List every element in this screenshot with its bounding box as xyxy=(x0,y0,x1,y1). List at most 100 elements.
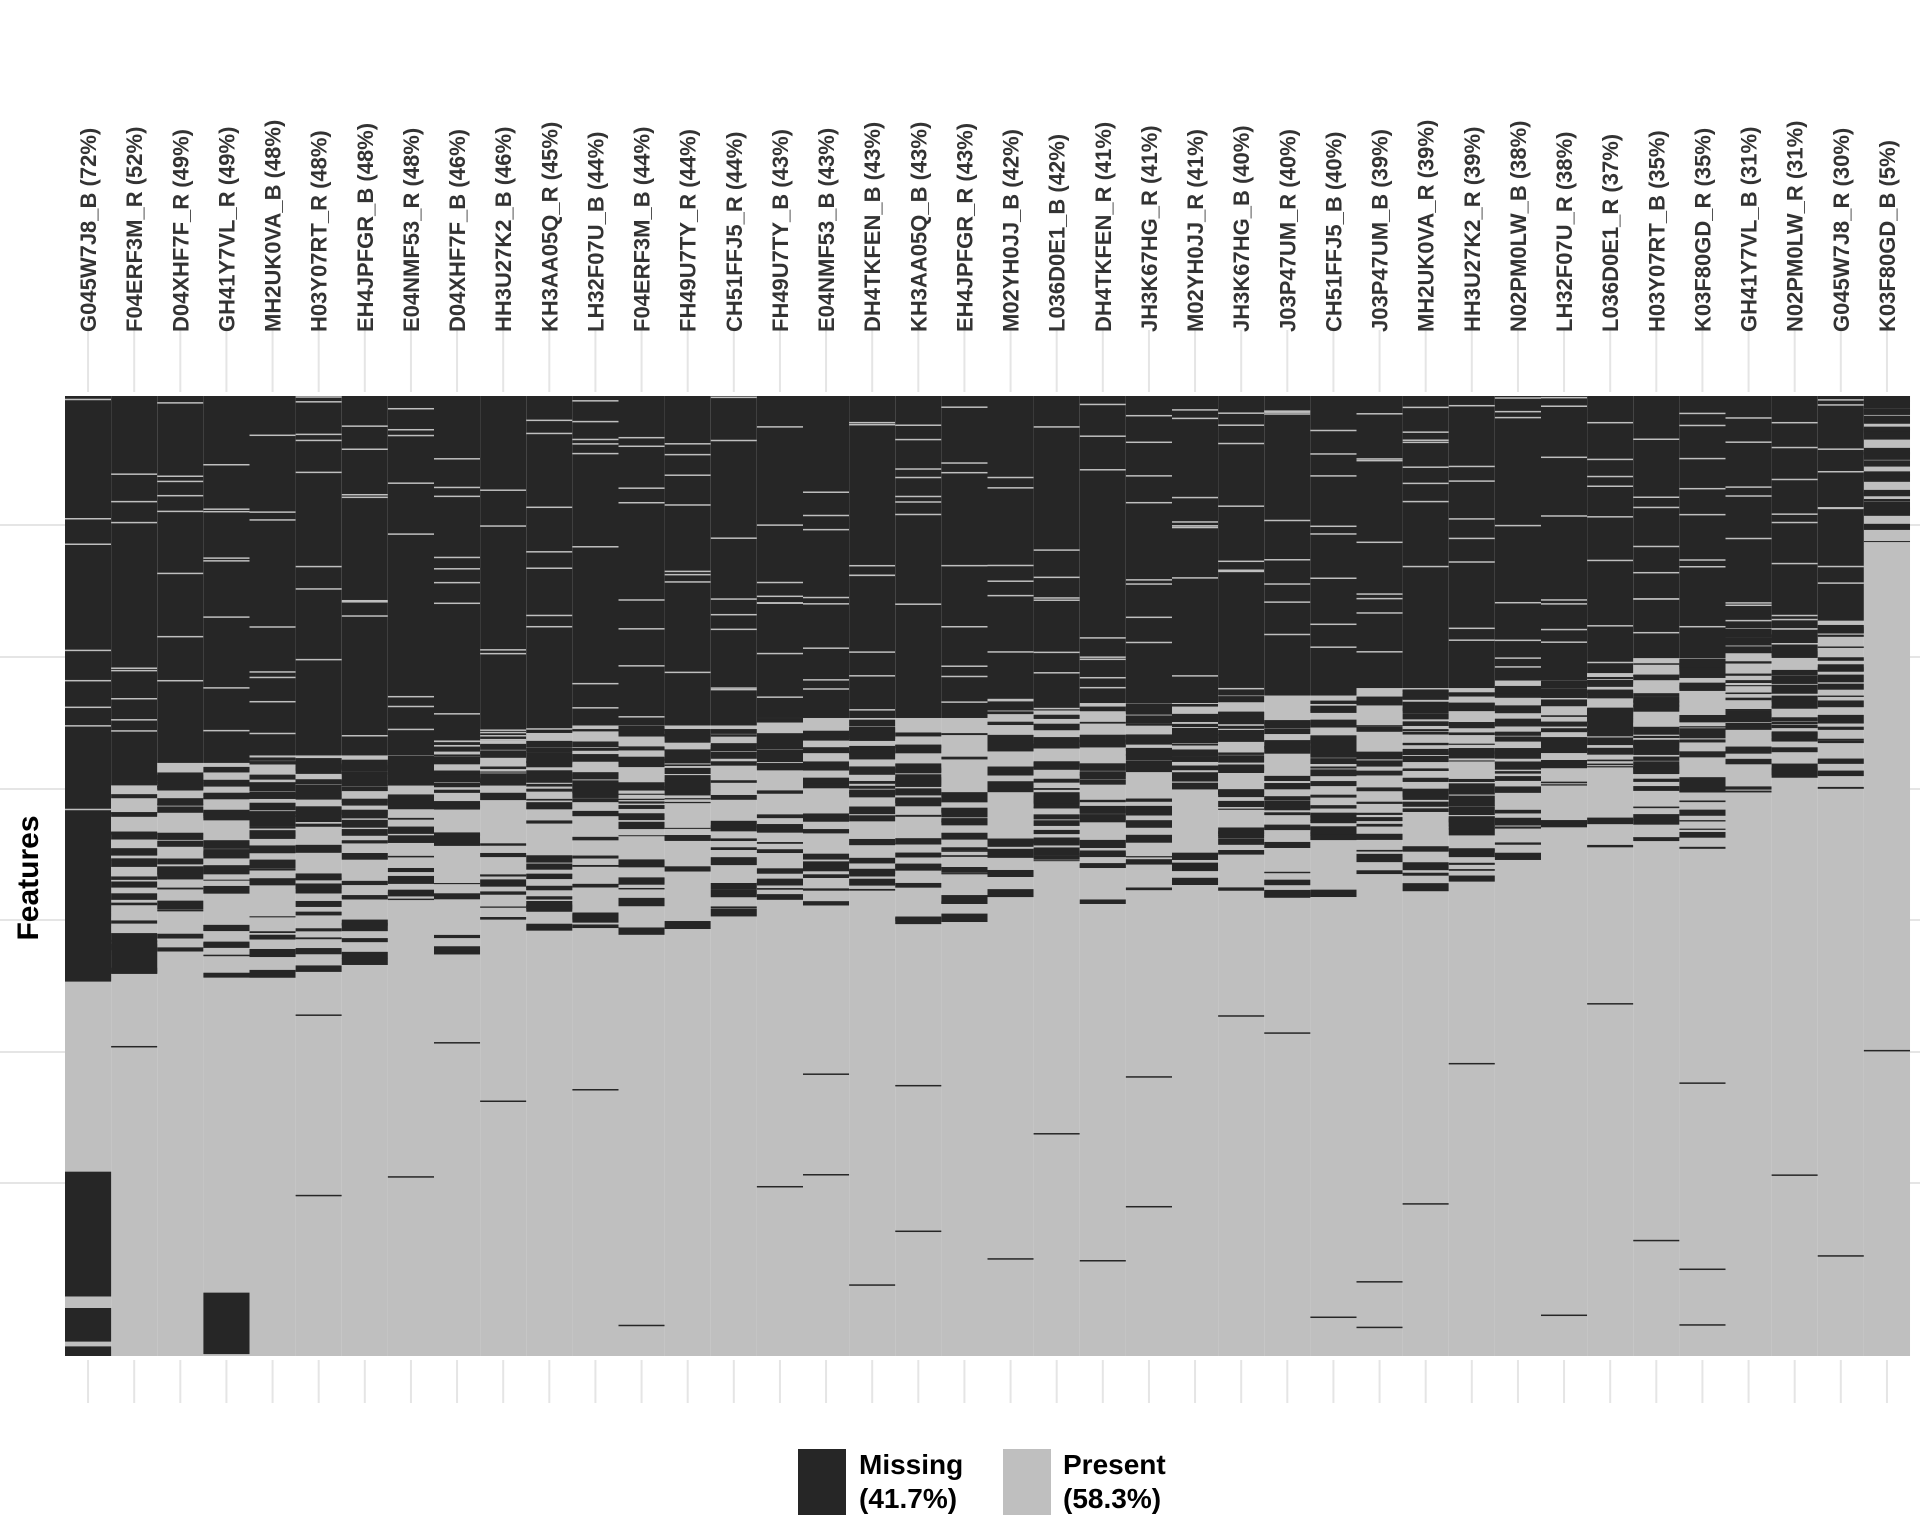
column-5-missing-stripe xyxy=(295,877,342,880)
column-36-present-stripe xyxy=(1725,441,1772,443)
column-17-missing-stripe xyxy=(849,766,896,775)
column-11-present-stripe xyxy=(572,682,619,685)
column-23-present-stripe xyxy=(1125,414,1173,417)
column-5-missing-stripe xyxy=(295,948,342,955)
column-4-present-stripe xyxy=(249,519,296,521)
column-34-missing xyxy=(1633,396,1680,659)
column-24-present-stripe xyxy=(1172,577,1219,579)
column-30-missing-stripe xyxy=(1448,760,1495,762)
column-20-missing-stripe xyxy=(987,889,1034,898)
column-27-missing-stripe xyxy=(1310,709,1357,713)
column-22-missing-stripe xyxy=(1079,839,1126,848)
column-38-missing-stripe xyxy=(1817,726,1864,730)
column-22-missing-stripe xyxy=(1079,744,1126,748)
column-19-missing-stripe xyxy=(941,798,988,803)
column-17-missing-stripe xyxy=(849,785,896,789)
column-10-missing-stripe xyxy=(526,752,573,759)
column-3-missing-stripe xyxy=(203,954,250,957)
column-37-missing-stripe xyxy=(1771,1174,1818,1176)
column-12-present-stripe xyxy=(618,665,665,667)
column-label-17: DH4TKFEN_B (43%) xyxy=(860,122,885,332)
column-0-missing xyxy=(65,396,112,876)
column-14-present-stripe xyxy=(710,628,757,631)
column-11-missing-stripe xyxy=(572,785,619,792)
column-32-missing-stripe xyxy=(1541,820,1588,828)
column-30-missing-stripe xyxy=(1448,1062,1495,1065)
column-11-missing-stripe xyxy=(572,780,619,786)
column-23-missing-stripe xyxy=(1125,760,1173,769)
column-13-missing-stripe xyxy=(664,801,711,804)
column-35-present-stripe xyxy=(1679,457,1726,460)
column-14-present-stripe xyxy=(710,598,757,600)
column-35-present-stripe xyxy=(1679,559,1726,561)
column-5-missing-stripe xyxy=(295,761,342,767)
column-6-present-stripe xyxy=(341,599,388,602)
column-38-missing-stripe xyxy=(1817,628,1864,634)
column-36-present-stripe xyxy=(1725,417,1772,419)
column-4-present-stripe xyxy=(249,676,296,679)
column-37-missing-stripe xyxy=(1771,717,1818,721)
column-0-missing-bottom xyxy=(65,1308,112,1342)
column-4-present-stripe xyxy=(249,434,296,437)
column-0-present-stripe xyxy=(65,706,112,709)
column-18-missing-stripe xyxy=(895,864,942,870)
column-20-missing-stripe xyxy=(987,784,1034,793)
column-36-missing-stripe xyxy=(1725,790,1772,793)
column-11-missing-stripe xyxy=(572,810,619,817)
column-label-28: J03P47UM_B (39%) xyxy=(1368,129,1393,332)
column-13-missing-stripe xyxy=(664,921,711,929)
column-12-missing-stripe xyxy=(618,746,665,750)
column-0-missing-extra xyxy=(65,876,112,982)
column-30-missing-stripe xyxy=(1448,751,1495,759)
column-22-missing-stripe xyxy=(1079,706,1126,712)
column-4-missing-stripe xyxy=(249,953,296,957)
column-27-missing-stripe xyxy=(1310,766,1357,769)
column-35-missing-stripe xyxy=(1679,658,1726,667)
column-3-missing-stripe xyxy=(203,766,250,773)
column-36-missing-stripe xyxy=(1725,680,1772,683)
column-27-missing-stripe xyxy=(1310,769,1357,777)
column-20-present-stripe xyxy=(987,594,1034,597)
heatmap-cells xyxy=(65,396,1911,1356)
column-32-missing-stripe xyxy=(1541,747,1588,752)
column-11-present-stripe xyxy=(572,400,619,402)
column-label-13: FH49U7TY_R (44%) xyxy=(676,129,701,332)
column-29-missing-stripe xyxy=(1402,872,1449,876)
column-34-missing-stripe xyxy=(1633,819,1680,825)
column-25-missing-stripe xyxy=(1218,887,1265,891)
column-14-missing-stripe xyxy=(710,847,757,850)
column-12-missing-stripe xyxy=(618,897,665,907)
column-36-present-stripe xyxy=(1725,495,1772,497)
column-4-missing-stripe xyxy=(249,818,296,827)
column-9-missing-stripe xyxy=(480,852,527,858)
column-4-present-stripe xyxy=(249,700,296,703)
column-4-missing-stripe xyxy=(249,859,296,869)
column-25-missing-stripe xyxy=(1218,800,1265,808)
column-22-missing-stripe xyxy=(1079,1260,1126,1262)
column-10-missing-stripe xyxy=(526,749,573,753)
column-38-present-stripe xyxy=(1817,507,1864,510)
column-25-missing-stripe xyxy=(1218,808,1265,810)
column-27-missing-stripe xyxy=(1310,812,1357,818)
column-16-missing xyxy=(803,396,850,718)
column-16-present-stripe xyxy=(803,679,850,681)
column-25-missing-stripe xyxy=(1218,835,1265,839)
column-28-present-stripe xyxy=(1356,651,1403,653)
column-32-missing-stripe xyxy=(1541,699,1588,706)
column-15-missing-stripe xyxy=(756,849,804,854)
column-27-missing-stripe xyxy=(1310,834,1357,841)
column-17-present-stripe xyxy=(849,423,896,426)
column-label-27: CH51FFJ5_B (40%) xyxy=(1321,131,1346,332)
column-21-missing-stripe xyxy=(1033,847,1080,856)
column-label-2: D04XHF7F_R (49%) xyxy=(168,129,193,332)
column-20-missing-stripe xyxy=(987,744,1034,752)
column-1-present-stripe xyxy=(111,719,158,721)
column-31-present-stripe xyxy=(1494,397,1542,399)
column-6-missing-stripe xyxy=(341,840,388,844)
column-12-missing-stripe xyxy=(618,1324,665,1327)
column-11-missing-stripe xyxy=(572,883,619,888)
column-14-missing-stripe xyxy=(710,857,757,866)
column-24-missing-stripe xyxy=(1172,765,1219,771)
column-3-missing-stripe xyxy=(203,879,250,881)
column-1-missing-stripe xyxy=(111,858,158,861)
